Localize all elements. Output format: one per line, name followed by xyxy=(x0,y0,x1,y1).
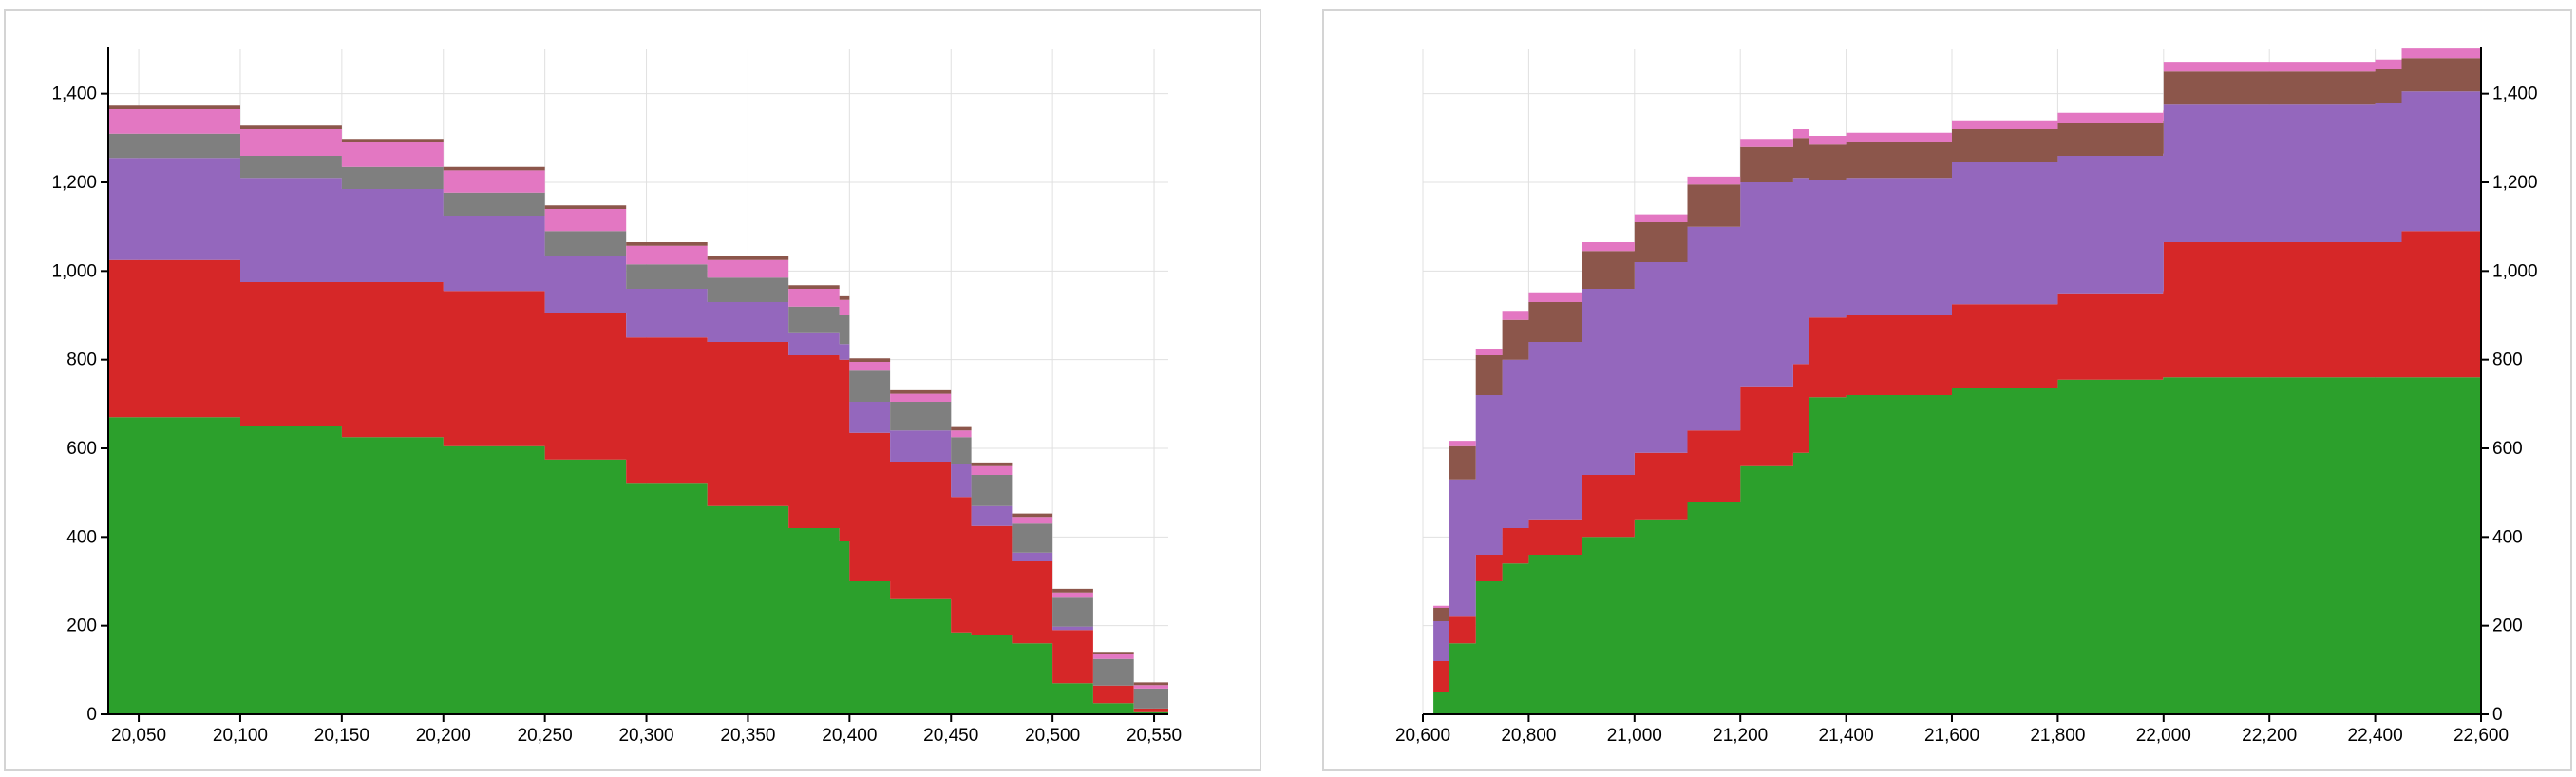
x-tick-label: 21,400 xyxy=(1819,726,1874,746)
series-areas xyxy=(108,105,1168,715)
series-areas xyxy=(1423,48,2481,715)
x-tick-label: 20,450 xyxy=(923,726,978,746)
right-chart: 0 200 400 600 800 1,000 1,200 1,400 20,600 20,800… xyxy=(1395,47,2538,746)
axes: 0 200 400 600 800 1,000 1,200 1,400 20,600 20,800… xyxy=(1395,47,2538,746)
x-tick-label: 21,800 xyxy=(2030,726,2085,746)
right-chart-panel: 0 200 400 600 800 1,000 1,200 1,400 20,600 20,800… xyxy=(1322,9,2572,771)
x-tick-label: 20,500 xyxy=(1025,726,1080,746)
y-tick-label: 800 xyxy=(2492,351,2523,370)
x-tick-label: 20,400 xyxy=(822,726,877,746)
y-tick-label: 1,200 xyxy=(51,173,97,193)
x-tick-label: 20,800 xyxy=(1501,726,1556,746)
axes: 0 200 400 600 800 1,000 1,200 1,400 20,050 20,100… xyxy=(51,47,1182,746)
x-tick-label: 20,550 xyxy=(1127,726,1182,746)
x-tick-label: 22,400 xyxy=(2348,726,2403,746)
x-tick-label: 22,200 xyxy=(2242,726,2297,746)
y-tick-label: 200 xyxy=(66,616,97,636)
left-chart-panel: 0 200 400 600 800 1,000 1,200 1,400 20,050 20,100… xyxy=(4,9,1261,771)
y-tick-label: 600 xyxy=(2492,439,2523,459)
x-tick-label: 22,000 xyxy=(2136,726,2191,746)
x-tick-label: 22,600 xyxy=(2453,726,2509,746)
series-area-2 xyxy=(108,158,1168,715)
y-tick-label: 400 xyxy=(2492,527,2523,547)
series-area-4 xyxy=(1423,48,2481,715)
x-tick-label: 21,200 xyxy=(1713,726,1768,746)
x-tick-label: 20,050 xyxy=(111,726,166,746)
y-tick-label: 1,000 xyxy=(51,261,97,281)
y-tick-label: 1,400 xyxy=(51,85,97,104)
x-tick-label: 20,200 xyxy=(416,726,471,746)
x-tick-label: 20,300 xyxy=(618,726,673,746)
x-tick-label: 20,250 xyxy=(518,726,573,746)
series-area-0 xyxy=(108,417,1168,714)
series-area-1 xyxy=(108,259,1168,714)
y-tick-label: 0 xyxy=(2492,705,2503,725)
x-tick-label: 20,150 xyxy=(314,726,369,746)
y-tick-label: 1,200 xyxy=(2492,173,2538,193)
x-tick-label: 20,350 xyxy=(720,726,775,746)
y-tick-label: 800 xyxy=(66,351,97,370)
series-area-0 xyxy=(1423,377,2481,714)
y-tick-label: 0 xyxy=(86,705,97,725)
y-tick-label: 200 xyxy=(2492,616,2523,636)
left-chart: 0 200 400 600 800 1,000 1,200 1,400 20,050 20,100… xyxy=(51,47,1182,746)
x-tick-label: 21,600 xyxy=(1924,726,1979,746)
y-tick-label: 1,400 xyxy=(2492,85,2538,104)
y-tick-label: 1,000 xyxy=(2492,261,2538,281)
x-tick-label: 20,100 xyxy=(213,726,268,746)
y-tick-label: 400 xyxy=(66,527,97,547)
series-area-1 xyxy=(1423,231,2481,715)
y-tick-label: 600 xyxy=(66,439,97,459)
x-tick-label: 20,600 xyxy=(1395,726,1450,746)
x-tick-label: 21,000 xyxy=(1607,726,1662,746)
